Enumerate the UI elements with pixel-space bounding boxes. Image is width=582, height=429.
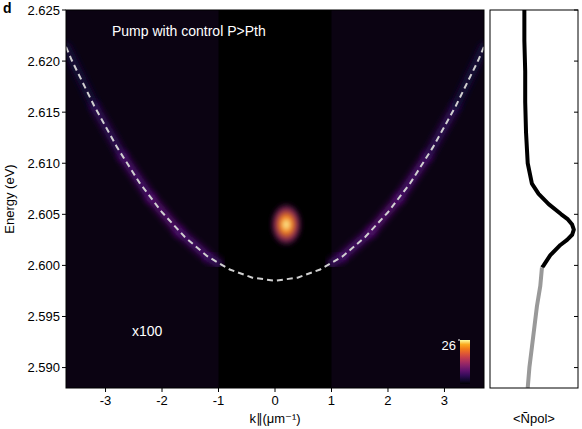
profile-tick bbox=[574, 61, 578, 62]
x-tick bbox=[218, 388, 219, 392]
y-tick bbox=[62, 316, 66, 317]
y-tick bbox=[62, 367, 66, 368]
profile-tick bbox=[574, 112, 578, 113]
profile-tick bbox=[574, 265, 578, 266]
y-tick-label: 2.590 bbox=[27, 360, 60, 375]
plot-marks bbox=[66, 10, 484, 388]
x-tick bbox=[444, 388, 445, 392]
x-tick-label: -3 bbox=[100, 393, 112, 408]
x-tick-label: -1 bbox=[213, 393, 225, 408]
profile-marks bbox=[524, 10, 573, 388]
profile-tick bbox=[574, 367, 578, 368]
x-tick bbox=[387, 388, 388, 392]
y-tick-label: 2.595 bbox=[27, 309, 60, 324]
x-tick bbox=[275, 388, 276, 392]
x-tick-label: 3 bbox=[441, 393, 448, 408]
y-tick-label: 2.615 bbox=[27, 105, 60, 120]
profile-tick bbox=[574, 214, 578, 215]
profile-frame bbox=[490, 10, 578, 388]
x-tick bbox=[331, 388, 332, 392]
y-tick-label: 2.605 bbox=[27, 207, 60, 222]
y-tick bbox=[62, 265, 66, 266]
y-tick bbox=[62, 61, 66, 62]
x-tick-label: 1 bbox=[328, 393, 335, 408]
y-tick bbox=[62, 214, 66, 215]
profile-title: <Ñpol> bbox=[513, 411, 555, 426]
scale-note: x100 bbox=[132, 323, 163, 339]
y-tick bbox=[62, 163, 66, 164]
y-tick bbox=[62, 10, 66, 11]
y-tick-label: 2.600 bbox=[27, 258, 60, 273]
x-tick bbox=[162, 388, 163, 392]
plot-background bbox=[66, 10, 484, 388]
x-tick-label: 2 bbox=[384, 393, 391, 408]
x-tick-label: 0 bbox=[271, 393, 278, 408]
y-tick-label: 2.625 bbox=[27, 3, 60, 18]
profile-line bbox=[524, 10, 573, 267]
profile-line bbox=[528, 267, 542, 388]
x-tick-label: -2 bbox=[156, 393, 168, 408]
dispersion-line bbox=[66, 47, 484, 281]
plot-frame bbox=[66, 10, 484, 388]
y-axis-title: Energy (eV) bbox=[2, 164, 17, 233]
x-axis-title: k∥(μm⁻¹) bbox=[249, 411, 300, 426]
annotation: Pump with control P>Pth bbox=[112, 23, 266, 39]
colorbar-tick bbox=[458, 340, 460, 341]
x-tick bbox=[105, 388, 106, 392]
colorbar bbox=[460, 340, 470, 384]
y-tick bbox=[62, 112, 66, 113]
colorbar-label: 26 bbox=[442, 338, 456, 353]
y-tick-label: 2.610 bbox=[27, 156, 60, 171]
profile-tick bbox=[574, 163, 578, 164]
profile-tick bbox=[574, 316, 578, 317]
y-tick-label: 2.620 bbox=[27, 54, 60, 69]
panel-label: d bbox=[3, 0, 12, 16]
condensate bbox=[269, 202, 303, 248]
inner-region bbox=[219, 10, 332, 388]
figure: 26 Pump with control P>Pth x100 2.590 2.595 2… bbox=[0, 0, 582, 429]
